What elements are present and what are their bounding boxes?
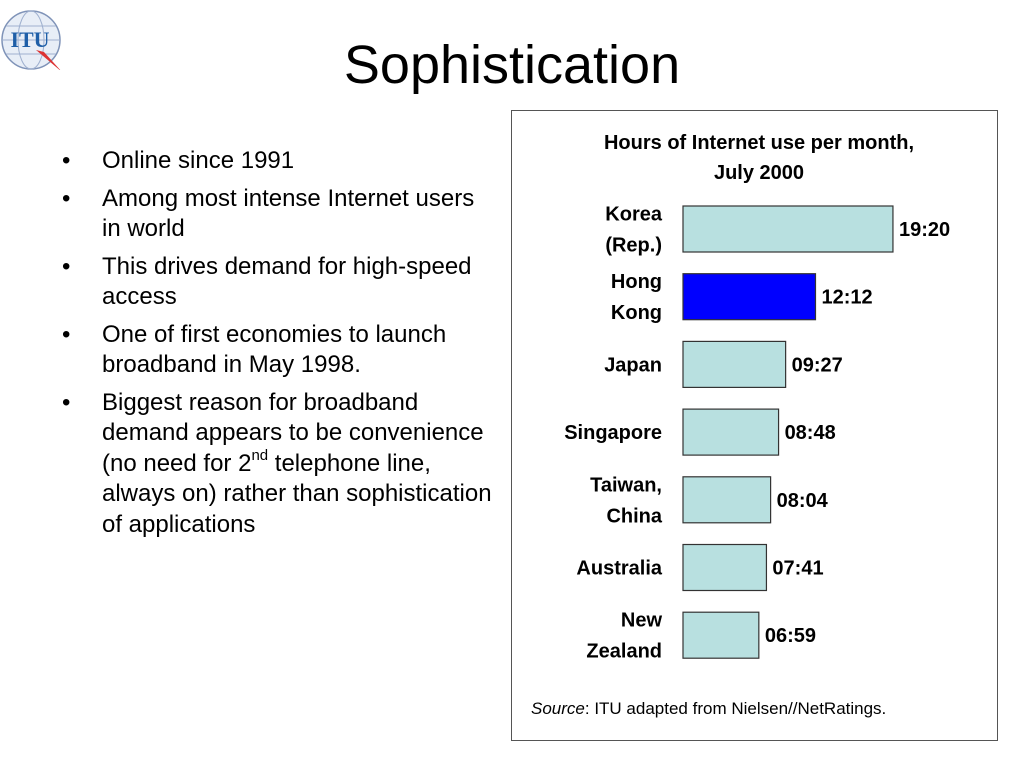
- bar: [682, 205, 894, 253]
- category-label: Singapore: [564, 422, 662, 444]
- category-label: Taiwan, China: [590, 474, 663, 527]
- bullet-dot-icon: •: [62, 252, 71, 280]
- bar-value-label: 06:59: [765, 625, 816, 647]
- bar: [682, 340, 787, 388]
- bar-value-label: 09:27: [792, 354, 843, 376]
- source-label: Source: [531, 699, 585, 718]
- bar: [682, 408, 780, 456]
- bullet-item: • Biggest reason for broadband demand app…: [62, 388, 492, 541]
- bar-value-label: 07:41: [772, 558, 823, 580]
- bar: [682, 476, 772, 524]
- category-label: Korea (Rep.): [605, 204, 663, 257]
- bullet-item: • Among most intense Internet users in wo…: [62, 184, 492, 245]
- source-text: : ITU adapted from Nielsen//NetRatings.: [584, 699, 887, 718]
- slide-title: Sophistication: [343, 35, 681, 95]
- bar-value-label: 12:12: [821, 287, 872, 309]
- bullet-item: • Online since 1991: [62, 146, 492, 177]
- bullet-list: • Online since 1991 • Among most intense I…: [62, 146, 492, 547]
- chart-frame: [511, 110, 998, 741]
- bar: [682, 611, 760, 659]
- bar-value-label: 08:48: [785, 422, 836, 444]
- logo-text: ITU: [10, 27, 49, 52]
- chart-title-line: Hours of Internet use per month,: [603, 132, 915, 154]
- bar-value-label: 19:20: [899, 219, 950, 241]
- bullet-text-part: telephone line, always on) rather than s…: [102, 449, 492, 538]
- bullet-dot-icon: •: [62, 147, 71, 174]
- chart-title-line: July 2000: [713, 162, 805, 184]
- bullet-dot-icon: •: [62, 184, 71, 212]
- itu-logo-icon: ITU: [1, 10, 61, 70]
- bar: [682, 543, 768, 592]
- chart-title: Hours of Internet use per month, July 20…: [511, 128, 1007, 188]
- bullet-text: One of first economies to launch broadba…: [102, 320, 447, 379]
- bullet-dot-icon: •: [62, 388, 71, 416]
- bar: [682, 273, 817, 321]
- category-label: New Zealand: [586, 610, 662, 663]
- category-label: Australia: [576, 558, 662, 580]
- bullet-dot-icon: •: [62, 320, 71, 348]
- bullet-item: • This drives demand for high-speed acces…: [62, 252, 492, 313]
- bullet-text: Among most intense Internet users in wor…: [102, 184, 475, 243]
- bullet-text: This drives demand for high-speed access: [102, 252, 472, 311]
- bullet-superscript: nd: [251, 446, 269, 464]
- bullet-text-part: Biggest reason for broadband demand appe…: [102, 388, 484, 477]
- bullet-text: Online since 1991: [102, 147, 295, 174]
- category-label: Hong Kong: [611, 271, 662, 324]
- source-note: Source: ITU adapted from Nielsen//NetRat…: [531, 698, 886, 720]
- category-label: Japan: [604, 354, 662, 376]
- bar-value-label: 08:04: [777, 490, 829, 512]
- bullet-item: • One of first economies to launch broadb…: [62, 320, 492, 381]
